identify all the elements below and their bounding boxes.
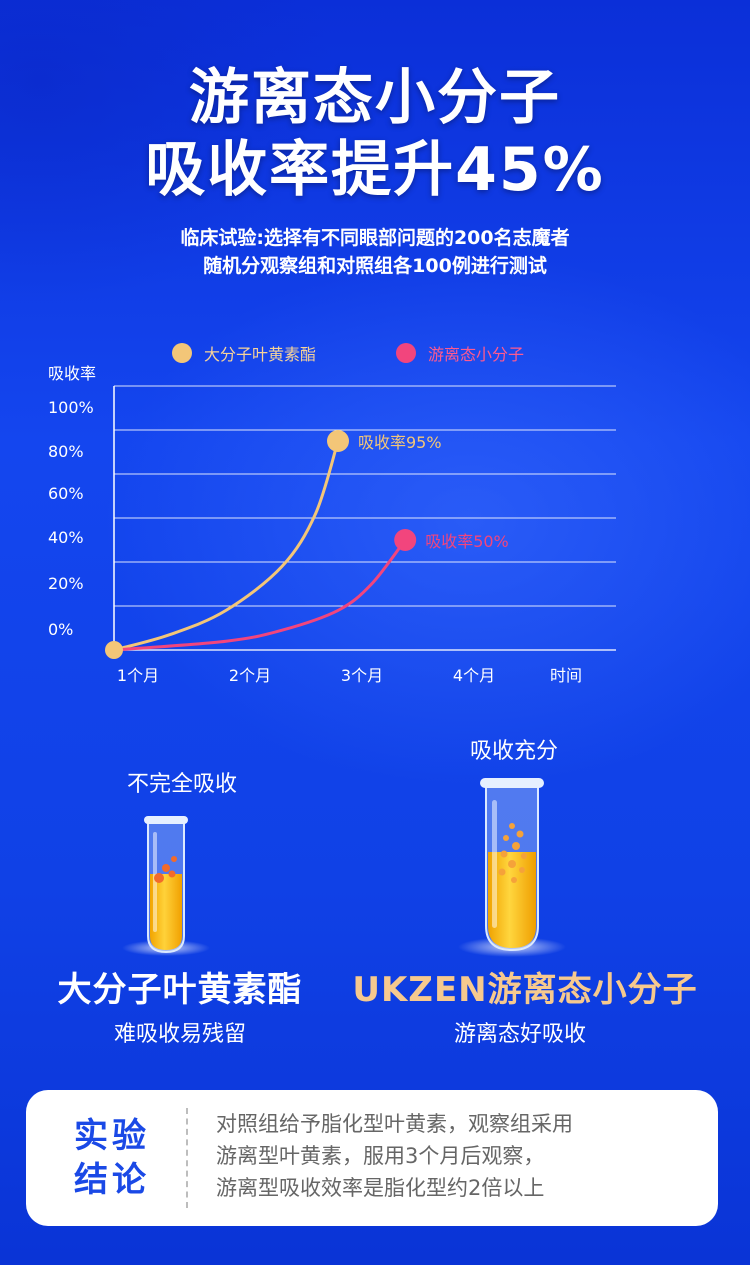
right-product-name: UKZEN游离态小分子: [352, 970, 698, 1010]
conclusion-divider: [186, 1108, 188, 1208]
legend-item-large-molecule: 大分子叶黄素酯: [172, 341, 316, 365]
series-end-label-0: 吸收率95%: [358, 433, 442, 452]
x-tick-label: 2个月: [229, 666, 271, 685]
chart-end-labels: 吸收率95% 吸收率50%: [358, 433, 509, 551]
series-line-1: [112, 538, 407, 652]
series-line-0: [112, 439, 340, 652]
y-tick-labels: 100% 80% 60% 40% 20% 0%: [48, 398, 94, 639]
conclusion-title-line1: 实验: [74, 1116, 150, 1156]
x-tick-label: 4个月: [453, 666, 495, 685]
right-tube-caption: 吸收充分: [469, 739, 558, 764]
x-axis-label: 时间: [550, 666, 582, 685]
page-title-line1: 游离态小分子: [189, 63, 561, 133]
conclusion-text-line3: 游离型吸收效率是脂化型约2倍以上: [216, 1176, 545, 1200]
legend-dot-free-small-molecule: [396, 343, 416, 363]
series-endpoint-0: [327, 430, 349, 452]
y-tick-label: 0%: [48, 620, 73, 639]
page-title-line2: 吸收率提升45%: [145, 135, 605, 205]
conclusion-card: 实验 结论 对照组给予脂化型叶黄素，观察组采用 游离型叶黄素，服用3个月后观察，…: [26, 1090, 718, 1226]
series-end-label-1: 吸收率50%: [425, 532, 509, 551]
right-product-desc: 游离态好吸收: [453, 1022, 586, 1047]
chart-points: [105, 430, 417, 659]
y-tick-label: 20%: [48, 574, 84, 593]
subtitle-line2: 随机分观察组和对照组各100例进行测试: [203, 255, 547, 277]
conclusion-title: 实验 结论: [74, 1114, 174, 1202]
series-endpoint-1: [394, 529, 417, 551]
y-axis-label: 吸收率: [48, 364, 97, 383]
legend-item-free-small-molecule: 游离态小分子: [396, 341, 524, 365]
subtitle-line1: 临床试验:选择有不同眼部问题的200名志魔者: [180, 227, 570, 249]
right-test-tube-icon: [458, 778, 566, 957]
origin-point: [105, 641, 123, 659]
absorption-chart: 100% 80% 60% 40% 20% 0% 1个月 2个月 3个月 4个月 时间 吸收率95%…: [48, 385, 616, 685]
left-product-desc: 难吸收易残留: [113, 1022, 246, 1047]
x-tick-labels: 1个月 2个月 3个月 4个月 时间: [117, 666, 582, 685]
y-tick-label: 80%: [48, 442, 84, 461]
left-tube-caption: 不完全吸收: [126, 772, 237, 797]
left-test-tube-icon: [122, 816, 210, 956]
legend-label-large-molecule: 大分子叶黄素酯: [204, 345, 317, 364]
legend-label-free-small-molecule: 游离态小分子: [428, 345, 525, 364]
x-tick-label: 3个月: [341, 666, 383, 685]
y-tick-label: 40%: [48, 528, 84, 547]
legend-dot-large-molecule: [172, 343, 192, 363]
conclusion-text: 对照组给予脂化型叶黄素，观察组采用 游离型叶黄素，服用3个月后观察， 游离型吸收…: [216, 1108, 696, 1204]
chart-lines: [112, 439, 407, 652]
chart-grid: [113, 385, 616, 651]
conclusion-text-line1: 对照组给予脂化型叶黄素，观察组采用: [216, 1112, 573, 1136]
left-product-name: 大分子叶黄素酯: [57, 970, 303, 1010]
y-tick-label: 100%: [48, 398, 94, 417]
conclusion-title-line2: 结论: [74, 1160, 150, 1200]
y-tick-label: 60%: [48, 484, 84, 503]
x-tick-label: 1个月: [117, 666, 159, 685]
conclusion-text-line2: 游离型叶黄素，服用3个月后观察，: [216, 1144, 545, 1168]
